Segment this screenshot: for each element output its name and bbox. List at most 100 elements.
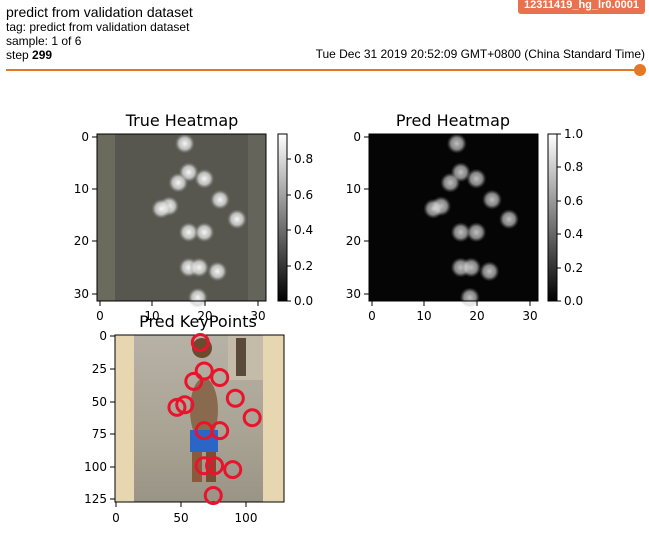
colorbar-tick: 0.6 <box>294 188 313 202</box>
tick-label: 50 <box>92 395 107 409</box>
tick-label: 20 <box>469 309 484 323</box>
tick-label: 75 <box>92 427 107 441</box>
keypoint-marker <box>210 368 230 387</box>
colorbar-tick: 0.2 <box>294 259 313 273</box>
tick-label: 125 <box>84 492 107 506</box>
keypoint-marker <box>184 371 204 391</box>
heatmap-blob <box>210 189 231 210</box>
heatmap-blob <box>461 257 482 278</box>
tag-line: tag: predict from validation dataset <box>6 20 190 34</box>
step-value: 299 <box>32 48 53 62</box>
pred-heatmap-colorbar: 0.0 0.2 0.4 0.6 0.8 1.0 <box>547 127 583 308</box>
tick-label: 20 <box>346 234 361 248</box>
pred-keypoints-xticks: 0 50 100 <box>112 502 257 525</box>
tick-label: 0 <box>368 309 376 323</box>
tick-label: 100 <box>84 460 107 474</box>
tick-label: 50 <box>173 511 188 525</box>
timestamp: Tue Dec 31 2019 20:52:09 GMT+0800 (China… <box>315 47 645 61</box>
colorbar-tick: 0.2 <box>564 261 583 275</box>
keypoint-marker <box>194 456 214 476</box>
heatmap-blob <box>189 257 210 278</box>
heatmap-blob <box>466 222 487 243</box>
heatmap-blob <box>194 168 215 189</box>
tick-label: 30 <box>346 287 361 301</box>
tick-label: 10 <box>346 182 361 196</box>
figure-canvas: True Heatmap 0 10 20 30 0 10 20 <box>74 111 583 525</box>
heatmap-blob <box>466 168 487 189</box>
colorbar-tick: 0.6 <box>564 194 583 208</box>
heatmap-blob <box>178 222 199 243</box>
pred-heatmap-xticks: 0 10 20 30 <box>368 301 538 323</box>
true-heatmap-image <box>97 133 266 308</box>
heatmap-blob <box>168 172 189 193</box>
tick-label: 30 <box>74 287 89 301</box>
pred-heatmap-image <box>369 133 538 308</box>
keypoint-marker <box>194 361 214 381</box>
keypoint-marker <box>223 460 243 480</box>
colorbar-tick: 0.4 <box>564 227 583 241</box>
true-heatmap-title: True Heatmap <box>125 111 239 130</box>
heatmap-blob <box>194 222 215 243</box>
tick-label: 10 <box>74 182 89 196</box>
tick-label: 20 <box>197 309 212 323</box>
heatmap-blob <box>226 209 247 230</box>
keypoint-marker <box>203 486 223 506</box>
tick-label: 0 <box>112 511 120 525</box>
header: predict from validation dataset tag: pre… <box>6 4 193 62</box>
pred-heatmap-panel: Pred Heatmap 0 10 20 30 0 10 20 30 <box>346 111 583 323</box>
keypoint-marker <box>242 408 262 428</box>
figure: True Heatmap 0 10 20 30 0 10 20 <box>0 100 649 557</box>
heatmap-blob <box>423 198 444 219</box>
sample-line: sample: 1 of 6 <box>6 34 82 48</box>
pred-keypoints-title: Pred KeyPoints <box>139 312 257 331</box>
colorbar-tick: 0.8 <box>294 152 313 166</box>
heatmap-blob <box>446 133 467 154</box>
heatmap-blob <box>174 133 195 154</box>
tick-label: 0 <box>81 130 89 144</box>
pred-keypoints-yticks: 0 25 50 75 100 125 <box>84 329 115 506</box>
step-slider[interactable] <box>6 63 646 83</box>
keypoint-marker <box>167 397 187 417</box>
heatmap-blob <box>151 198 172 219</box>
pred-heatmap-yticks: 0 10 20 30 <box>346 130 369 301</box>
tick-label: 100 <box>235 511 258 525</box>
pred-keypoints-panel: Pred KeyPoints 0 25 50 75 100 125 0 50 1… <box>84 312 285 525</box>
tick-label: 30 <box>522 309 537 323</box>
tick-label: 20 <box>74 234 89 248</box>
pred-heatmap-title: Pred Heatmap <box>396 111 510 130</box>
keypoint-marker <box>190 332 210 352</box>
keypoint-markers <box>167 332 262 506</box>
colorbar-tick: 0.0 <box>294 294 313 308</box>
heatmap-blob <box>479 261 500 282</box>
tick-label: 10 <box>416 309 431 323</box>
colorbar-tick: 1.0 <box>564 127 583 141</box>
true-heatmap-colorbar: 0.0 0.2 0.4 0.6 0.8 <box>277 133 313 308</box>
true-heatmap-xticks: 0 10 20 30 <box>96 301 266 323</box>
tick-label: 25 <box>92 362 107 376</box>
heatmap-blob <box>440 172 461 193</box>
heatmap-blob <box>187 287 208 308</box>
tick-label: 30 <box>250 309 265 323</box>
true-heatmap-panel: True Heatmap 0 10 20 30 0 10 20 <box>74 111 313 323</box>
slider-thumb[interactable] <box>634 64 646 76</box>
heatmap-blob <box>450 222 471 243</box>
heatmap-blob <box>482 189 503 210</box>
keypoint-marker <box>225 388 245 408</box>
slider-track[interactable] <box>6 69 640 71</box>
keypoint-marker <box>205 456 225 476</box>
step-line: step 299 <box>6 48 193 62</box>
panel-title: predict from validation dataset <box>6 4 193 20</box>
run-badge: 12311419_hg_lr0.0001 <box>518 0 645 14</box>
tick-label: 0 <box>96 309 104 323</box>
step-label: step <box>6 48 29 62</box>
heatmap-blob <box>207 261 228 282</box>
true-heatmap-yticks: 0 10 20 30 <box>74 130 97 301</box>
heatmap-blob <box>459 287 480 308</box>
heatmap-blob <box>498 209 519 230</box>
tick-label: 10 <box>144 309 159 323</box>
colorbar-tick: 0.8 <box>564 160 583 174</box>
tick-label: 0 <box>353 130 361 144</box>
colorbar-tick: 0.4 <box>294 223 313 237</box>
colorbar-tick: 0.0 <box>564 294 583 308</box>
keypoint-marker <box>210 421 230 441</box>
